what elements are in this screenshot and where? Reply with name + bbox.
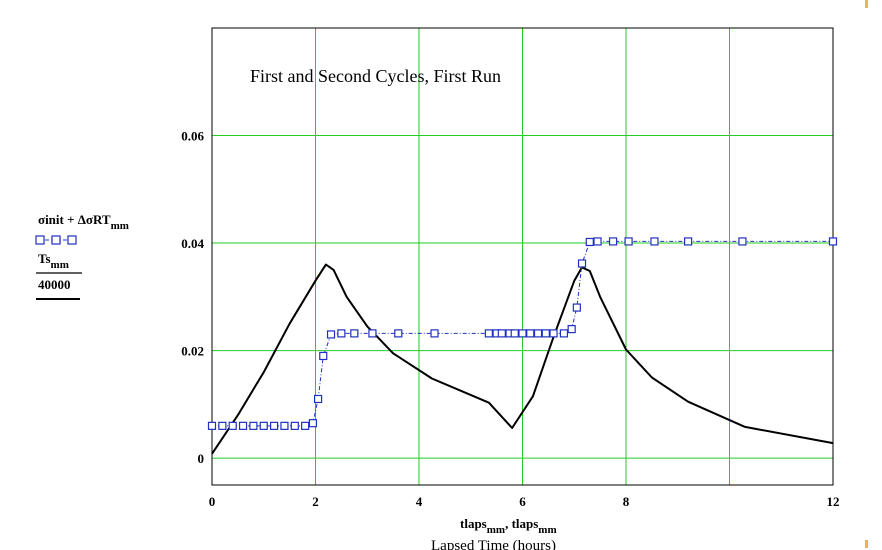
series-sigma-marker bbox=[430, 329, 439, 338]
grid bbox=[211, 28, 834, 485]
chart-title: First and Second Cycles, First Run bbox=[250, 66, 501, 86]
series-sigma-marker bbox=[526, 329, 535, 338]
legend-series2-numerator: Tsmm bbox=[38, 251, 69, 271]
y-tick-label: 0 bbox=[198, 451, 205, 466]
series-sigma-marker bbox=[549, 329, 558, 338]
series-sigma-marker bbox=[683, 237, 693, 246]
series-layer bbox=[207, 237, 838, 455]
legend: σinit + ΔσRTmm Tsmm 40000 bbox=[35, 212, 129, 300]
series-sigma-marker bbox=[567, 324, 576, 334]
series-sigma-marker bbox=[308, 419, 318, 428]
series-sigma-marker bbox=[326, 330, 336, 339]
series-sigma-marker bbox=[350, 329, 359, 338]
x-tick-label: 6 bbox=[519, 494, 526, 509]
series-sigma-marker bbox=[280, 421, 289, 430]
x-tick-label: 0 bbox=[209, 494, 216, 509]
series-sigma-marker bbox=[593, 237, 602, 246]
series-sigma-marker bbox=[319, 351, 328, 361]
plot-frame bbox=[211, 27, 834, 486]
legend-series1-label: σinit + ΔσRTmm bbox=[38, 212, 129, 232]
x-axis-variables: tlapsmm, tlapsmm bbox=[460, 516, 557, 536]
series-sigma-marker bbox=[828, 237, 838, 246]
series-sigma-marker bbox=[559, 329, 569, 338]
series-sigma-marker bbox=[533, 329, 543, 338]
x-tick-label: 12 bbox=[827, 494, 840, 509]
x-tick-labels: 0 2 4 6 8 12 bbox=[209, 494, 840, 509]
series-sigma-marker bbox=[484, 329, 493, 338]
series-sigma-marker bbox=[394, 329, 403, 338]
x-tick-label: 4 bbox=[416, 494, 423, 509]
x-axis-title: Lapsed Time (hours) bbox=[431, 538, 556, 550]
series-sigma-marker bbox=[585, 237, 594, 247]
series-sigma-marker bbox=[313, 394, 323, 404]
series-sigma-marker bbox=[518, 329, 527, 338]
series-sigma-marker bbox=[238, 421, 248, 430]
series-sigma-marker bbox=[738, 237, 747, 246]
y-tick-label: 0.04 bbox=[181, 236, 204, 251]
x-tick-label: 2 bbox=[312, 494, 319, 509]
y-tick-label: 0.06 bbox=[181, 129, 204, 144]
series-sigma-marker bbox=[270, 421, 279, 430]
y-tick-label: 0.02 bbox=[181, 344, 204, 359]
series-sigma-marker bbox=[624, 237, 633, 246]
series-sigma-marker bbox=[608, 237, 618, 246]
series-sigma-marker bbox=[301, 421, 310, 430]
legend-series1-swatch bbox=[35, 235, 77, 245]
series-sigma-marker bbox=[368, 329, 377, 338]
series-sigma-marker bbox=[337, 329, 346, 338]
series-ts-line bbox=[211, 263, 834, 455]
y-tick-labels: 0 0.02 0.04 0.06 bbox=[181, 129, 204, 467]
series-sigma-marker bbox=[577, 259, 587, 268]
series-sigma-marker bbox=[572, 303, 581, 312]
series-sigma-marker bbox=[510, 329, 519, 338]
series-sigma-marker bbox=[249, 421, 258, 430]
legend-series2-denominator: 40000 bbox=[38, 277, 71, 292]
series-sigma-marker bbox=[541, 329, 550, 338]
series-sigma-marker bbox=[207, 421, 217, 430]
series-sigma-marker bbox=[650, 237, 659, 246]
x-tick-label: 8 bbox=[623, 494, 630, 509]
series-sigma-marker bbox=[218, 421, 227, 430]
series-sigma-marker bbox=[290, 421, 299, 430]
corner-mark-top bbox=[865, 0, 868, 8]
series-sigma-marker bbox=[259, 421, 268, 430]
series-sigma-marker bbox=[228, 421, 237, 430]
series-sigma-marker bbox=[497, 329, 506, 338]
corner-mark-bottom bbox=[865, 540, 868, 548]
